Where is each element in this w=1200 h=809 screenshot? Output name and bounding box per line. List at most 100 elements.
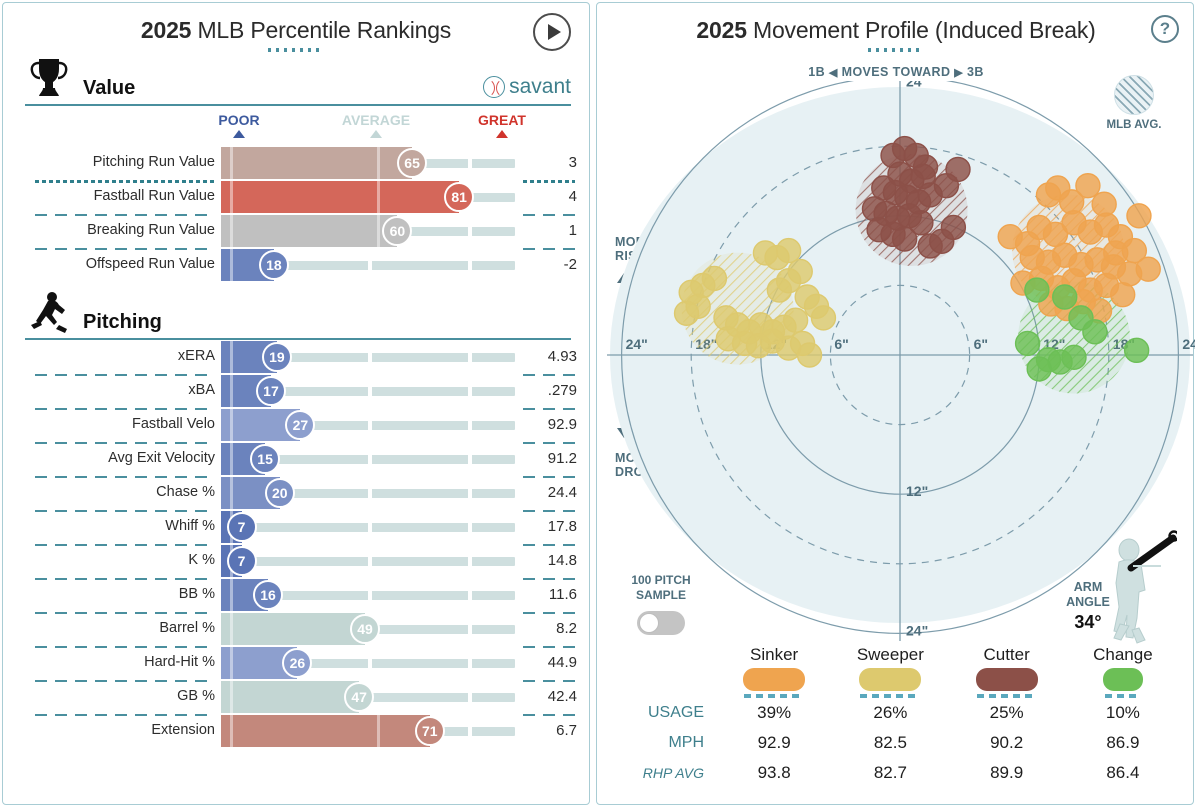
metric-row[interactable]: Avg Exit Velocity 15 91.2 [3,442,589,476]
bar-tick-average [377,181,380,213]
track-divider [467,659,472,668]
pitch-table-row-label: USAGE [647,704,704,721]
pitch-color-chip-sinker [743,668,806,691]
track-divider [368,523,372,532]
metric-value: .279 [547,382,577,399]
metric-track [221,387,515,396]
metric-value: 8.2 [556,620,577,637]
pitch-sample-label: 100 PITCH SAMPLE [631,573,691,602]
section-title-pitching: Pitching [83,311,162,333]
pitch-dash-underline [976,694,1037,698]
bar-tick-poor [230,477,233,509]
pitch-sample-toggle[interactable] [637,611,685,635]
play-triangle-icon [547,24,561,40]
movement-page-title: 2025 Movement Profile (Induced Break) [597,3,1195,52]
metric-bar [221,715,430,747]
track-divider [467,159,472,168]
metric-row[interactable]: GB % 47 42.4 [3,680,589,714]
metric-row[interactable]: xBA 17 .279 [3,374,589,408]
pitch-table-cell: 89.9 [990,763,1024,782]
separator-left [35,248,215,250]
metric-label: Whiff % [165,518,215,534]
pitch-table-chip-row [611,668,1181,691]
pitch-name: Cutter [983,645,1030,664]
metric-row[interactable]: Pitching Run Value 65 3 [3,146,589,180]
bar-tick-average [377,715,380,747]
metric-row[interactable]: BB % 16 11.6 [3,578,589,612]
pitch-table-cell: 92.9 [757,733,791,752]
movement-title-dots-decoration [868,48,924,52]
percentile-badge: 49 [350,614,381,644]
metric-row[interactable]: Fastball Velo 27 92.9 [3,408,589,442]
metric-value: 42.4 [547,688,577,705]
data-point [810,305,837,331]
section-title-value: Value [83,77,136,99]
metric-row[interactable]: xERA 19 4.93 [3,340,589,374]
help-icon[interactable]: ? [1151,15,1179,43]
savant-wordmark: savant [509,75,571,98]
track-divider [467,489,472,498]
pitch-table-header-row: Sinker Sweeper Cutter Change [611,645,1181,668]
metric-bar [221,147,413,179]
data-point [1123,337,1150,364]
metric-row[interactable]: Chase % 20 24.4 [3,476,589,510]
percentile-badge: 71 [414,716,445,746]
metric-row[interactable]: Offspeed Run Value 18 -2 [3,248,589,282]
play-icon[interactable] [533,13,571,51]
y-tick-top: 24" [906,81,928,90]
percentile-rankings-panel: 2025 MLB Percentile Rankings Value savan… [2,2,590,805]
pitch-name: Sinker [750,645,799,664]
metric-row[interactable]: Barrel % 49 8.2 [3,612,589,646]
track-divider [467,261,472,270]
pitch-dash-underline [860,694,921,698]
savant-logo: savant [483,75,571,99]
metric-label: Pitching Run Value [92,154,215,170]
metric-row[interactable]: Breaking Run Value 60 1 [3,214,589,248]
bar-tick-average [377,215,380,247]
metric-value: 1 [568,222,577,239]
left-title-wrap: 2025 MLB Percentile Rankings [3,3,589,52]
pitch-name: Sweeper [856,645,924,664]
data-point [782,307,809,333]
metric-row[interactable]: Whiff % 7 17.8 [3,510,589,544]
metric-track [221,557,515,566]
pitch-sample-toggle-group[interactable]: 100 PITCH SAMPLE [615,573,707,635]
series-change[interactable] [1014,277,1150,382]
data-point [1026,356,1052,382]
value-metric-list: Pitching Run Value 65 3 Fastball Run Value 8… [3,146,589,282]
track-divider [368,455,372,464]
track-divider [467,591,472,600]
bar-tick-poor [230,375,233,407]
metric-label: Barrel % [159,620,215,636]
pitch-table-usage-row: USAGE 39% 26% 25% 10% [611,698,1181,728]
y-tick-mid: 12" [906,483,928,499]
pitch-dash-cell [1065,691,1181,698]
separator-left [35,714,215,716]
metric-track [221,261,515,270]
pitch-table-cell: 86.9 [1106,733,1140,752]
metric-row[interactable]: Fastball Run Value 81 4 [3,180,589,214]
metric-row[interactable]: K % 7 14.8 [3,544,589,578]
series-sweeper[interactable] [673,237,837,368]
pitch-table-cell: 26% [873,703,908,722]
data-point [940,214,967,241]
metric-row[interactable]: Extension 71 6.7 [3,714,589,748]
pitch-dash-underline [744,694,805,698]
percentile-badge: 81 [444,182,475,212]
separator-right [523,680,575,682]
metric-row[interactable]: Hard-Hit % 26 44.9 [3,646,589,680]
series-cutter[interactable] [861,135,971,259]
separator-right [523,408,575,410]
percentile-badge: 7 [226,546,257,576]
percentile-badge: 60 [382,216,413,246]
movement-scatter-chart[interactable]: 24"18"12"6"6"12"18"24"24"12"24" [597,81,1195,641]
metric-bar [221,613,366,645]
arm-angle-group: ARM ANGLE 34° [1057,528,1177,648]
separator-left [35,578,215,580]
separator-right [523,374,575,376]
metric-label: Hard-Hit % [144,654,215,670]
x-tick-7: 24" [1182,336,1195,352]
pitch-table-row-label: MPH [668,734,704,751]
moves-toward-left: 1B [808,65,825,79]
